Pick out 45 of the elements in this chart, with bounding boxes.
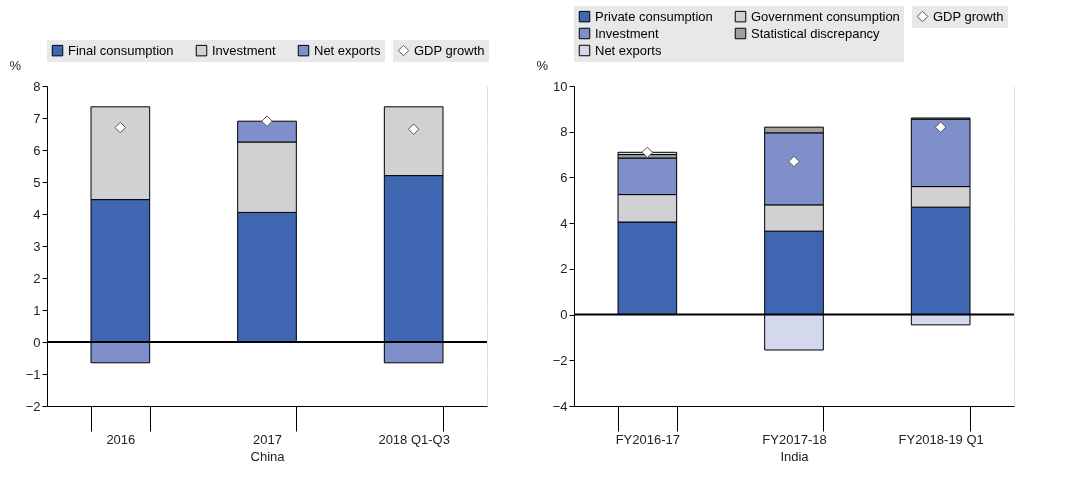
y-tick-label: 6 [33,142,41,158]
y-tick-label: 0 [33,334,41,350]
legend-label: Government consumption [751,8,900,24]
legend-label: Net exports [314,42,381,58]
point [114,121,127,134]
y-tick-label: 4 [560,215,568,231]
legend-label: GDP growth [933,8,1004,24]
y-tick-label: −2 [552,352,568,368]
y-tick-label: 4 [33,206,41,222]
x-axis-title: India [780,448,810,464]
y-tick-label: 3 [33,238,41,254]
point [934,121,947,133]
legend-label: Final consumption [68,42,174,58]
x-axis-title: China [250,448,286,464]
legend-label: Investment [595,25,659,41]
point [641,146,654,159]
x-tick-label: FY2016-17 [615,431,680,447]
y-tick-label: −1 [25,366,41,382]
legend-label: GDP growth [414,42,485,58]
y-axis-title: % [536,57,549,73]
y-tick-label: 1 [33,302,41,318]
y-tick-label: 0 [560,307,568,323]
y-tick-label: 2 [33,270,41,286]
y-axis-title: % [9,57,22,73]
y-tick-label: 10 [553,78,568,94]
x-tick-label: FY2017-18 [762,431,827,447]
x-tick-label: 2016 [106,431,136,447]
point [788,155,800,168]
y-tick-label: 5 [33,174,41,190]
point [261,115,273,127]
y-tick-label: −4 [552,398,568,414]
y-tick-label: −2 [25,398,41,414]
legend-label: Net exports [595,42,662,58]
x-tick-label: 2017 [253,431,282,447]
y-tick-label: 2 [560,261,568,277]
x-tick-label: 2018 Q1-Q3 [378,431,450,447]
y-tick-label: 6 [560,169,568,185]
x-tick-label: FY2018-19 Q1 [898,431,984,447]
point [407,123,420,135]
y-tick-label: 7 [33,110,41,126]
y-tick-label: 8 [560,124,568,140]
legend-label: Private consumption [595,8,713,24]
legend-label: Investment [212,42,276,58]
legend-label: Statistical discrepancy [751,25,881,41]
y-tick-label: 8 [33,78,41,94]
